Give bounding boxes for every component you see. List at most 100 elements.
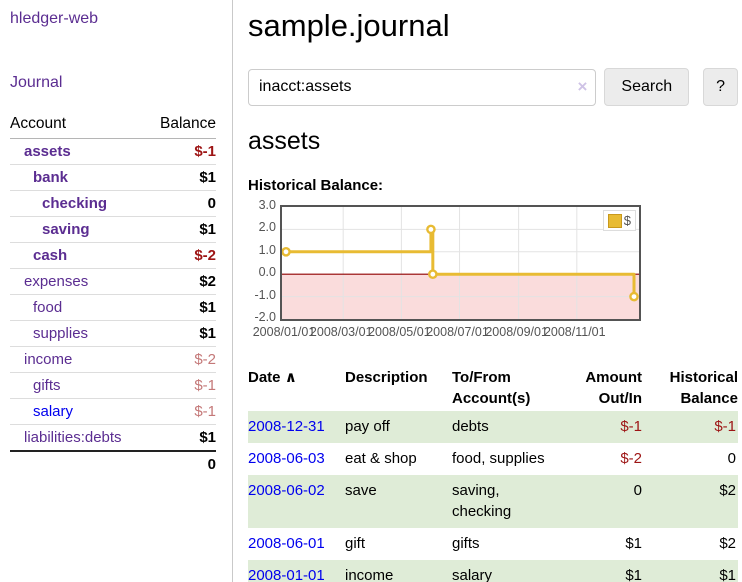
search-button[interactable]: Search	[604, 68, 690, 106]
account-balance: 0	[147, 190, 216, 217]
account-balance: $1	[147, 320, 216, 347]
help-button[interactable]: ?	[703, 68, 738, 106]
account-link[interactable]: gifts	[33, 377, 61, 394]
legend-swatch-icon	[607, 213, 622, 228]
chart-legend: $	[602, 210, 636, 231]
transaction-accounts: saving, checking	[452, 481, 512, 521]
chart-canvas	[282, 207, 639, 319]
transaction-accounts: gifts	[452, 535, 480, 552]
account-link[interactable]: supplies	[33, 325, 89, 342]
x-tick-label: 2008/11/01	[543, 325, 606, 339]
search-input[interactable]	[248, 68, 597, 106]
account-balance: $1	[147, 164, 216, 191]
y-tick-label: -2.0	[254, 310, 276, 324]
account-link[interactable]: liabilities:debts	[24, 429, 122, 446]
x-tick-label: 2008/05/01	[368, 325, 431, 339]
account-link[interactable]: bank	[33, 169, 69, 186]
account-link[interactable]: expenses	[24, 273, 89, 290]
y-tick-label: 0.0	[258, 265, 276, 280]
x-tick-label: 2008/01/01	[252, 325, 316, 339]
register-header-amount: Amount Out/In	[585, 369, 642, 407]
main-content: sample.journal × Search ? assets Histori…	[234, 0, 742, 582]
table-row: 2008-06-02 save saving, checking 0 $2	[248, 474, 738, 528]
account-row: supplies $1	[10, 320, 216, 347]
accounts-total-value: 0	[147, 450, 216, 477]
account-balance: $-1	[147, 138, 216, 165]
y-tick-label: 1.0	[258, 242, 276, 257]
account-balance: $-2	[147, 346, 216, 373]
legend-label: $	[623, 213, 631, 228]
transaction-amount: $1	[625, 566, 642, 582]
transaction-amount: $-2	[620, 449, 642, 467]
accounts-table: Account Balance assets $-1 bank $1 checking 0…	[10, 112, 216, 477]
account-row: assets $-1	[10, 138, 216, 165]
account-row: expenses $2	[10, 268, 216, 295]
transaction-balance: $-1	[714, 418, 736, 435]
transaction-balance: 0	[727, 449, 736, 467]
transaction-balance: $2	[719, 535, 736, 552]
transaction-date-link[interactable]: 2008-06-03	[248, 449, 325, 467]
account-balance: $-1	[147, 372, 216, 399]
transaction-date-link[interactable]: 2008-06-02	[248, 481, 325, 499]
sidebar: hledger-web Journal Account Balance asse…	[0, 0, 233, 582]
transaction-date-link[interactable]: 2008-06-01	[248, 535, 325, 552]
account-row: bank $1	[10, 164, 216, 191]
sidebar-item-journal[interactable]: Journal	[10, 74, 63, 91]
search-input-wrap: ×	[248, 68, 597, 106]
transaction-date-link[interactable]: 2008-01-01	[248, 566, 325, 582]
account-link[interactable]: food	[33, 299, 63, 316]
transaction-amount: $-1	[620, 418, 642, 435]
account-row: liabilities:debts $1	[10, 424, 216, 452]
chart-x-axis: 2008/01/01 2008/03/01 2008/05/01 2008/07/01…	[253, 325, 700, 341]
account-balance: $-2	[147, 242, 216, 269]
account-balance: $1	[147, 424, 216, 452]
register-table: Date ∧ Description To/From Account(s) Am…	[248, 365, 738, 582]
account-row: gifts $-1	[10, 372, 216, 399]
chart-y-axis: 3.0 2.0 1.0 0.0 -1.0 -2.0	[248, 198, 276, 324]
register-header-date[interactable]: Date ∧	[248, 369, 297, 386]
x-tick-label: 2008/09/01	[485, 325, 548, 339]
account-link[interactable]: cash	[33, 247, 68, 264]
y-tick-label: 2.0	[258, 220, 276, 235]
account-row: checking 0	[10, 190, 216, 217]
transaction-description: income	[345, 566, 394, 582]
x-tick-label: 2008/07/01	[426, 325, 489, 339]
register-header-accounts: To/From Account(s)	[452, 369, 531, 407]
register-header-balance: Historical Balance	[669, 369, 738, 407]
brand-link[interactable]: hledger-web	[10, 10, 99, 27]
account-link[interactable]: salary	[33, 403, 74, 420]
table-row: 2008-01-01 income salary $1 $1	[248, 559, 738, 582]
y-tick-label: -1.0	[254, 287, 276, 302]
chart-heading: Historical Balance:	[248, 177, 384, 194]
account-balance: $2	[147, 268, 216, 295]
accounts-total-row: 0	[10, 450, 216, 477]
account-heading: assets	[248, 127, 321, 155]
transaction-description: pay off	[345, 418, 390, 435]
transaction-description: eat & shop	[345, 449, 417, 467]
account-balance: $-1	[147, 398, 216, 425]
accounts-header-account: Account	[10, 112, 148, 139]
table-row: 2008-06-03 eat & shop food, supplies $-2 0	[248, 443, 738, 475]
clear-search-icon[interactable]: ×	[577, 76, 588, 96]
page-title: sample.journal	[248, 8, 450, 43]
x-tick-label: 2008/03/01	[309, 325, 373, 339]
transaction-amount: $1	[625, 535, 642, 552]
account-link[interactable]: income	[24, 351, 73, 368]
account-row: saving $1	[10, 216, 216, 243]
account-link[interactable]: assets	[24, 143, 71, 160]
transaction-balance: $1	[719, 566, 736, 582]
account-row: cash $-2	[10, 242, 216, 269]
chart-plot-area: $	[280, 205, 641, 321]
account-row: food $1	[10, 294, 216, 321]
account-link[interactable]: saving	[42, 221, 90, 238]
account-balance: $1	[147, 294, 216, 321]
account-link[interactable]: checking	[42, 195, 108, 212]
account-row: income $-2	[10, 346, 216, 373]
transaction-accounts: salary	[452, 566, 493, 582]
transaction-balance: $2	[719, 481, 736, 499]
transaction-accounts: food, supplies	[452, 449, 545, 467]
transaction-date-link[interactable]: 2008-12-31	[248, 418, 325, 435]
historical-balance-chart: 3.0 2.0 1.0 0.0 -1.0 -2.0 $ 2008/01/01 2008/03…	[248, 198, 738, 345]
table-row: 2008-06-01 gift gifts $1 $2	[248, 528, 738, 560]
